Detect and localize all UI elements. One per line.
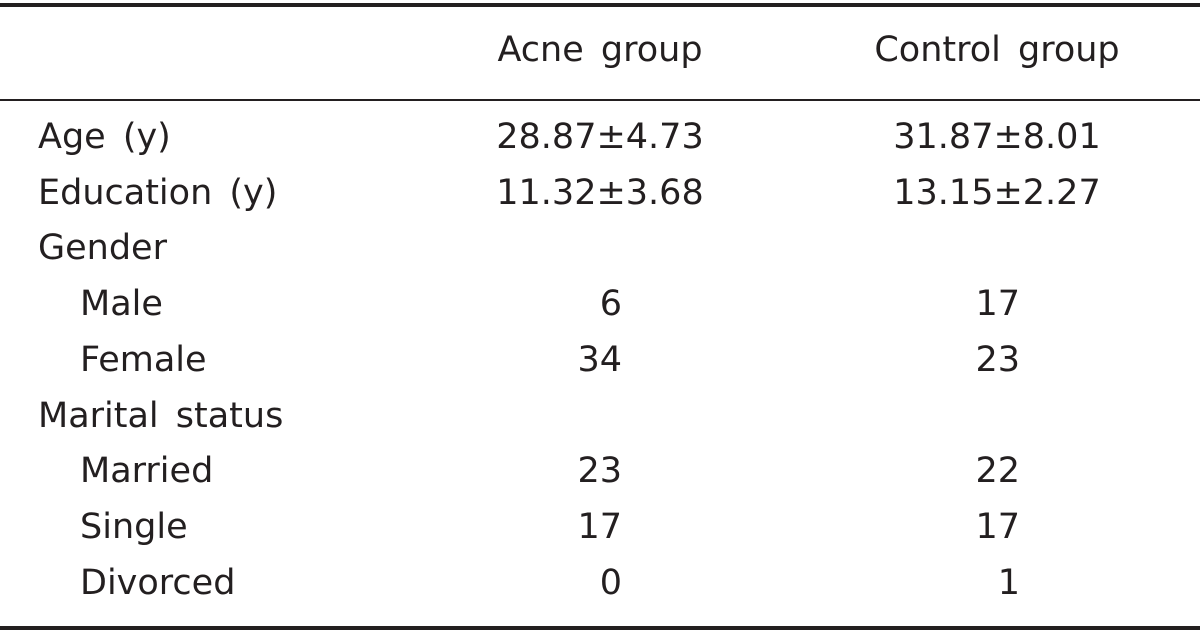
cell-value: 28.87±4.73 xyxy=(496,117,704,157)
column-header: Control group xyxy=(874,30,1120,70)
row-label: Education (y) xyxy=(38,172,278,213)
cell-value: 13.15±2.27 xyxy=(893,172,1101,213)
row-label: Gender xyxy=(38,228,167,269)
cell-value: 22 xyxy=(975,451,1020,492)
header-rule xyxy=(0,99,1200,101)
cell-value: 0 xyxy=(599,562,622,603)
row-label: Marital status xyxy=(38,395,284,436)
row-label: Divorced xyxy=(80,562,236,603)
column-header: Acne group xyxy=(497,30,703,70)
cell-value: 17 xyxy=(577,506,622,547)
row-label: Male xyxy=(80,284,163,325)
cell-value: 17 xyxy=(975,284,1020,325)
cell-value: 23 xyxy=(975,339,1020,380)
cell-value: 6 xyxy=(599,284,622,325)
row-label: Single xyxy=(80,506,188,547)
cell-value: 31.87±8.01 xyxy=(893,117,1101,157)
cell-value: 23 xyxy=(577,451,622,492)
row-label: Age (y) xyxy=(38,117,171,157)
cell-value: 1 xyxy=(997,562,1020,603)
cell-value: 11.32±3.68 xyxy=(496,172,704,213)
top-rule xyxy=(0,3,1200,7)
row-label: Female xyxy=(80,339,207,380)
row-label: Married xyxy=(80,451,214,492)
bottom-rule xyxy=(0,626,1200,630)
cell-value: 17 xyxy=(975,506,1020,547)
cell-value: 34 xyxy=(577,339,622,380)
